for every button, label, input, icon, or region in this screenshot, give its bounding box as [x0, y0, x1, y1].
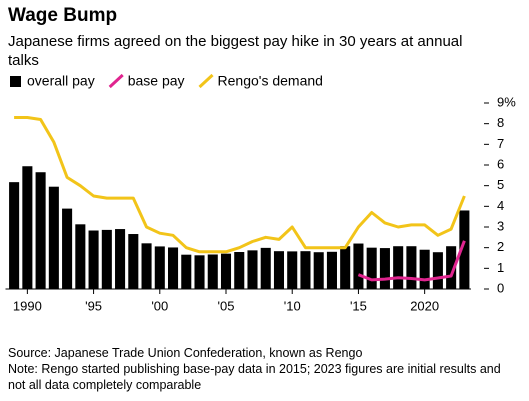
bar — [220, 253, 232, 289]
bar — [154, 246, 165, 289]
bar — [181, 254, 192, 289]
x-tick-label: 2020 — [410, 298, 439, 313]
note: Note: Rengo started publishing base-pay … — [8, 362, 501, 392]
bar — [168, 247, 179, 289]
bar — [234, 252, 245, 289]
x-tick-label: 1990 — [13, 298, 42, 313]
bar — [141, 243, 152, 289]
bar — [432, 252, 443, 289]
bar — [326, 251, 337, 289]
y-tick-label: 7 — [497, 136, 504, 151]
bar — [207, 254, 218, 289]
y-tick-label: 1 — [497, 260, 504, 275]
x-tick-label: '95 — [85, 298, 102, 313]
x-tick-label: '15 — [350, 298, 367, 313]
bar — [247, 250, 258, 289]
bar — [340, 246, 351, 289]
bar — [313, 252, 324, 289]
bar — [260, 247, 271, 289]
line — [357, 240, 466, 282]
bar — [393, 246, 404, 289]
line — [14, 116, 466, 254]
y-tick-label: 5 — [497, 177, 504, 192]
y-tick-label: 3 — [497, 218, 504, 233]
y-tick-label: 8 — [497, 115, 504, 130]
x-tick-label: '00 — [151, 298, 168, 313]
legend-swatch — [108, 73, 124, 89]
bar — [353, 243, 364, 289]
legend-label: Rengo's demand — [218, 73, 323, 89]
bar — [406, 246, 417, 289]
bar — [446, 246, 457, 289]
bar — [35, 172, 46, 289]
bar — [9, 182, 20, 289]
bar — [379, 248, 390, 289]
x-tick-label: '10 — [284, 298, 301, 313]
chart-subtitle: Japanese firms agreed on the biggest pay… — [8, 33, 463, 69]
bar — [62, 208, 73, 289]
y-tick-label: 0 — [497, 280, 504, 295]
chart-title: Wage Bump — [8, 5, 118, 26]
bar — [419, 249, 430, 289]
legend-swatch — [198, 73, 214, 89]
bar — [48, 186, 59, 289]
x-tick-label: '05 — [218, 298, 235, 313]
source: Source: Japanese Trade Union Confederati… — [8, 346, 363, 360]
bar — [366, 247, 377, 289]
bar — [459, 210, 470, 289]
bar — [273, 251, 285, 289]
legend-swatch — [10, 76, 21, 87]
y-tick-label: 2 — [497, 239, 504, 254]
bar — [128, 234, 139, 289]
bar — [194, 255, 205, 289]
y-tick-label: 9% — [497, 94, 516, 109]
bar — [75, 224, 86, 289]
legend-label: overall pay — [27, 73, 95, 89]
bar — [115, 229, 126, 289]
bar — [300, 251, 311, 289]
y-tick-label: 6 — [497, 156, 504, 171]
legend-label: base pay — [128, 73, 185, 89]
bar — [88, 230, 99, 289]
y-tick-label: 4 — [497, 198, 504, 213]
bar — [101, 229, 112, 289]
bar — [287, 251, 298, 289]
chart: overall pay base pay Rengo's demand 0 1 2 3 4 5 6… — [5, 73, 516, 313]
bar — [22, 166, 33, 289]
